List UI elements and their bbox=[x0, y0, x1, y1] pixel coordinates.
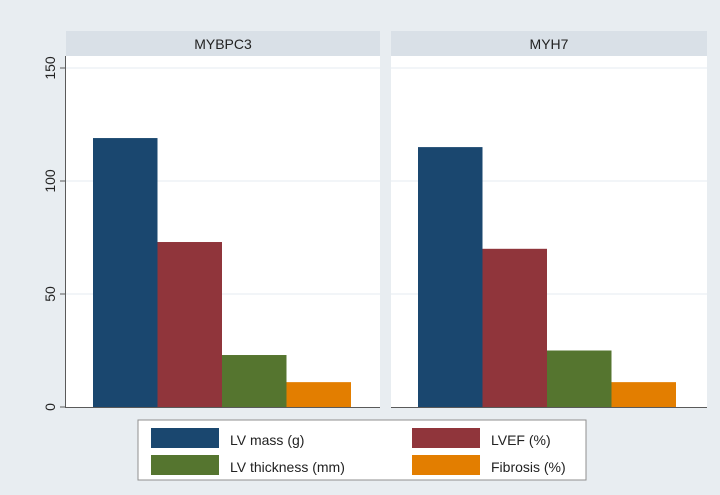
legend-swatch-lv-mass-g bbox=[151, 428, 219, 448]
legend-swatch-lvef bbox=[412, 428, 480, 448]
y-tick-label: 0 bbox=[42, 403, 58, 411]
bar-fibrosis bbox=[286, 382, 351, 407]
bar-fibrosis bbox=[611, 382, 676, 407]
panel-myh7: MYH7 bbox=[391, 31, 707, 408]
bar-lv-thickness-mm bbox=[222, 355, 287, 407]
panel-header bbox=[66, 31, 380, 56]
y-tick-label: 150 bbox=[42, 56, 58, 80]
panel-mybpc3: MYBPC3 bbox=[66, 31, 380, 408]
panel-title: MYBPC3 bbox=[194, 36, 252, 52]
legend-label-lv-thickness-mm: LV thickness (mm) bbox=[230, 459, 345, 475]
panel-title: MYH7 bbox=[530, 36, 569, 52]
legend-label-lvef: LVEF (%) bbox=[491, 432, 551, 448]
panel-header bbox=[391, 31, 707, 56]
panels-layer: MYBPC3 MYH7 bbox=[66, 31, 707, 408]
legend: LV mass (g) LVEF (%) LV thickness (mm) Fibr… bbox=[137, 419, 587, 481]
legend-label-lv-mass-g: LV mass (g) bbox=[230, 432, 304, 448]
legend-swatch-fibrosis bbox=[412, 455, 480, 475]
bar-lv-mass-g bbox=[93, 138, 158, 407]
bar-lv-mass-g bbox=[418, 147, 483, 407]
legend-swatch-lv-thickness-mm bbox=[151, 455, 219, 475]
bar-lvef bbox=[157, 242, 222, 407]
y-tick-label: 100 bbox=[42, 169, 58, 193]
bar-lv-thickness-mm bbox=[547, 350, 612, 407]
bar-lvef bbox=[482, 248, 547, 407]
y-axis: 0 50 100 150 bbox=[42, 56, 66, 411]
y-tick-label: 50 bbox=[42, 286, 58, 302]
legend-label-fibrosis: Fibrosis (%) bbox=[491, 459, 566, 475]
